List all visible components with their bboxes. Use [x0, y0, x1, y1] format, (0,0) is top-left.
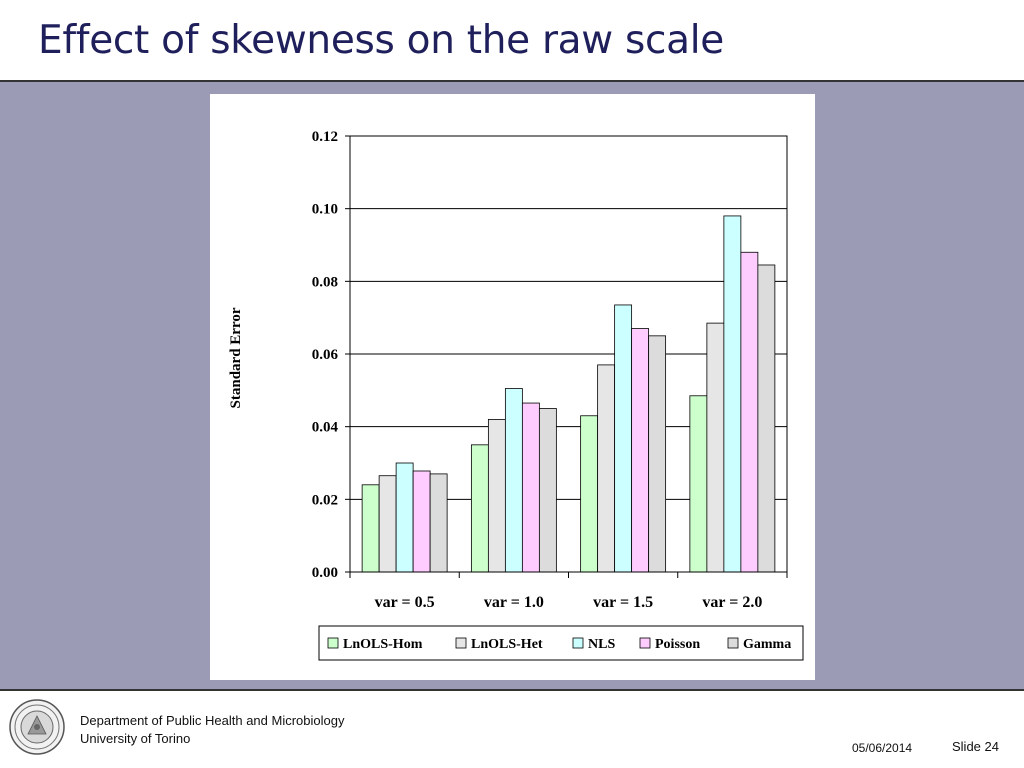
bar	[395, 462, 414, 573]
axes: 0.00 0.02 0.04 0.06 0.08 0.10 0.12 var = 0.5 var…	[312, 129, 788, 611]
y-tick-label: 0.12	[312, 129, 338, 145]
bar	[470, 444, 489, 573]
bar	[538, 408, 557, 573]
bar	[723, 215, 742, 573]
y-tick-label: 0.00	[312, 565, 338, 581]
y-tick-label: 0.02	[312, 492, 338, 508]
slide-title: Effect of skewness on the raw scale	[38, 18, 724, 63]
bar	[614, 304, 633, 573]
footer-date: 05/06/2014	[852, 741, 913, 755]
bar-chart: 0.00 0.02 0.04 0.06 0.08 0.10 0.12 var = 0.5 var…	[228, 129, 804, 661]
footer-university: University of Torino	[80, 731, 191, 746]
legend-swatch	[455, 637, 467, 649]
legend-entry-label: Gamma	[743, 637, 791, 652]
bar	[504, 388, 523, 573]
legend-swatch	[327, 637, 339, 649]
legend-swatch	[639, 637, 651, 649]
footer-department: Department of Public Health and Microbio…	[80, 713, 345, 728]
university-seal-icon	[8, 698, 66, 756]
y-tick-label: 0.08	[312, 274, 338, 290]
legend-entry-label: Poisson	[655, 637, 700, 652]
x-tick-label: var = 2.0	[702, 594, 762, 611]
bar	[597, 364, 616, 573]
x-tick-label: var = 1.0	[484, 594, 544, 611]
bar	[706, 322, 725, 573]
bar	[580, 415, 599, 573]
slide-number: Slide 24	[952, 739, 999, 754]
bar	[521, 402, 540, 573]
x-tick-label: var = 0.5	[375, 594, 435, 611]
legend-entry-label: NLS	[588, 637, 615, 652]
y-tick-label: 0.06	[312, 347, 339, 363]
legend: LnOLS-Hom LnOLS-Het NLS Poisson Gamma	[318, 625, 804, 661]
bar	[361, 484, 380, 573]
bar	[487, 418, 506, 573]
bar	[378, 475, 397, 573]
legend-swatch	[572, 637, 584, 649]
footer-divider	[0, 689, 1024, 691]
chart-panel: 0.00 0.02 0.04 0.06 0.08 0.10 0.12 var = 0.5 var…	[210, 94, 815, 680]
legend-frame	[318, 625, 804, 661]
bar	[648, 335, 667, 573]
bars	[361, 215, 776, 573]
bar	[757, 264, 776, 573]
bar	[429, 473, 448, 573]
y-tick-label: 0.04	[312, 420, 339, 436]
x-tick-label: var = 1.5	[593, 594, 653, 611]
legend-entry-label: LnOLS-Hom	[343, 637, 423, 652]
legend-swatch	[727, 637, 739, 649]
bar	[631, 328, 650, 573]
legend-entry-label: LnOLS-Het	[471, 637, 543, 652]
y-axis-label: Standard Error	[228, 307, 244, 408]
bar	[412, 470, 431, 573]
bar	[740, 251, 759, 573]
title-divider	[0, 80, 1024, 82]
bar	[689, 395, 708, 573]
y-tick-label: 0.10	[312, 202, 338, 218]
